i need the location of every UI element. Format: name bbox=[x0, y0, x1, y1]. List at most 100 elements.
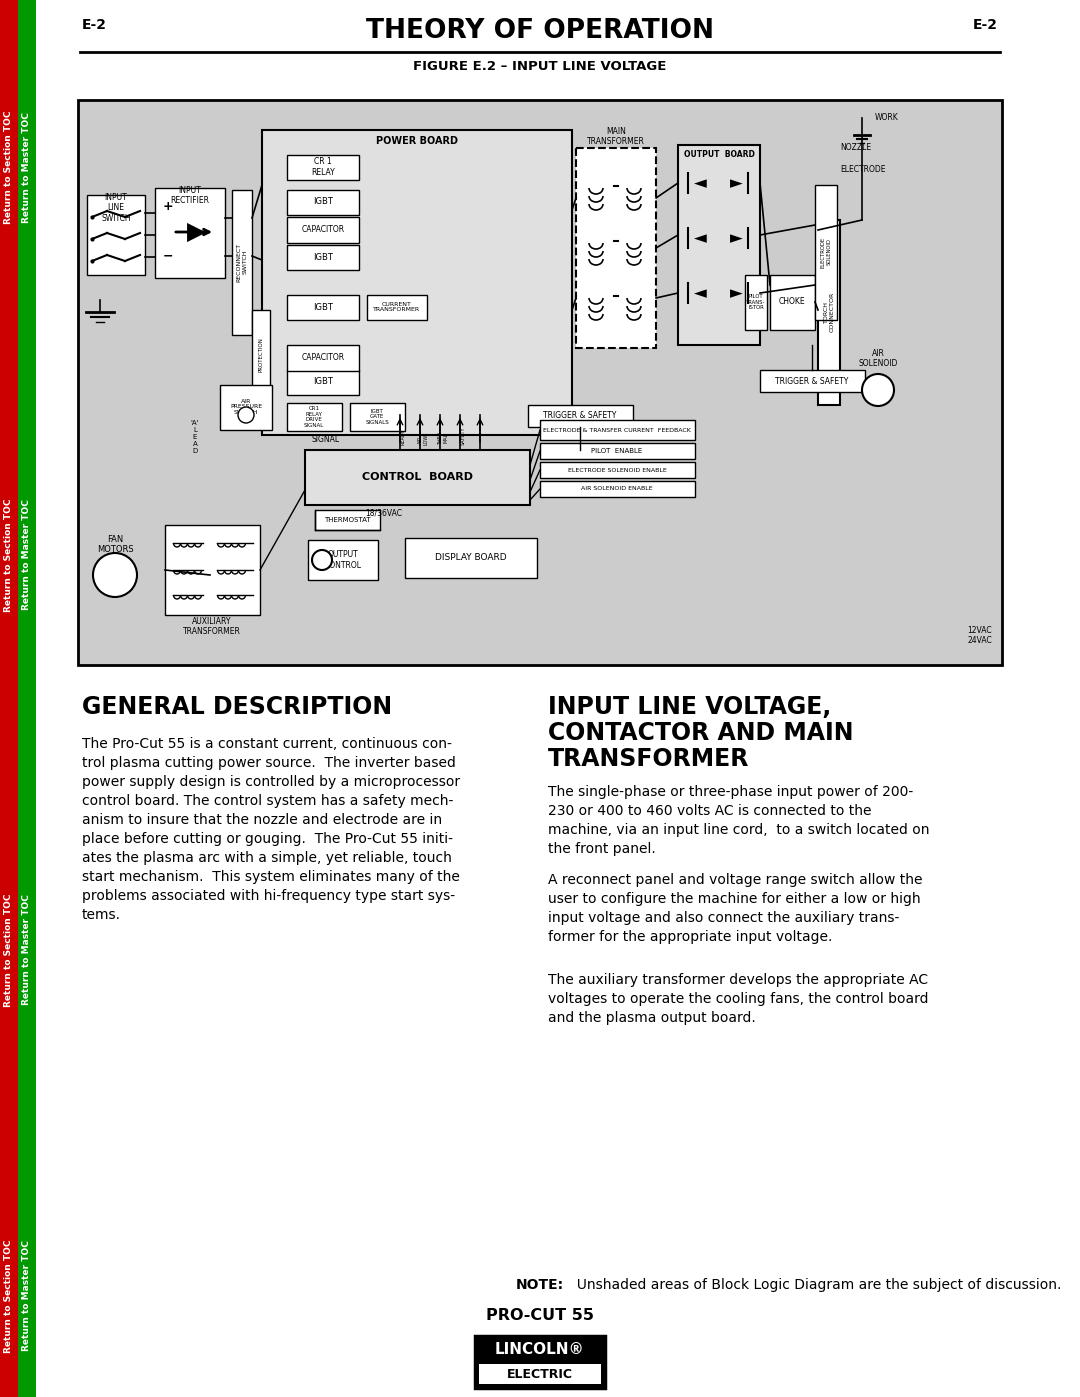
Text: CONTACTOR AND MAIN: CONTACTOR AND MAIN bbox=[548, 721, 853, 745]
Text: Return to Master TOC: Return to Master TOC bbox=[23, 894, 31, 1006]
Text: PILOT
TRANS-
ISTOR: PILOT TRANS- ISTOR bbox=[746, 293, 766, 310]
Text: NOTE:: NOTE: bbox=[516, 1278, 564, 1292]
Text: 24VAC: 24VAC bbox=[968, 636, 993, 645]
Text: PRO-CUT 55: PRO-CUT 55 bbox=[486, 1308, 594, 1323]
Text: 12VAC: 12VAC bbox=[968, 626, 993, 636]
Bar bbox=[770, 275, 815, 330]
Text: INPUT LINE VOLTAGE,: INPUT LINE VOLTAGE, bbox=[548, 694, 832, 719]
Text: MAIN
TRANSFORMER: MAIN TRANSFORMER bbox=[588, 127, 645, 147]
Circle shape bbox=[862, 374, 894, 407]
Bar bbox=[287, 244, 359, 270]
Text: SAFETY: SAFETY bbox=[460, 426, 465, 446]
Text: ELECTRODE & TRANSFER CURRENT  FEEDBACK: ELECTRODE & TRANSFER CURRENT FEEDBACK bbox=[543, 427, 691, 433]
Text: ►: ► bbox=[730, 175, 742, 191]
Text: 18/36VAC: 18/36VAC bbox=[365, 509, 402, 517]
Text: CAPACITOR: CAPACITOR bbox=[301, 353, 345, 362]
Text: A reconnect panel and voltage range switch allow the
user to configure the machi: A reconnect panel and voltage range swit… bbox=[548, 873, 922, 944]
Text: ELECTRODE: ELECTRODE bbox=[840, 165, 886, 175]
Text: E-2: E-2 bbox=[82, 18, 107, 32]
Bar bbox=[165, 525, 260, 615]
Text: THEORY OF OPERATION: THEORY OF OPERATION bbox=[366, 18, 714, 43]
Text: LINCOLN®: LINCOLN® bbox=[495, 1341, 585, 1356]
Bar bbox=[315, 510, 380, 529]
Text: RECONNECT
SWITCH: RECONNECT SWITCH bbox=[237, 243, 247, 282]
Text: Return to Section TOC: Return to Section TOC bbox=[4, 893, 14, 1007]
Circle shape bbox=[93, 553, 137, 597]
Text: NOZZLE: NOZZLE bbox=[840, 144, 872, 152]
Bar bbox=[475, 1336, 605, 1389]
Bar bbox=[540, 443, 696, 460]
Text: IGBT
GATE
SIGNALS: IGBT GATE SIGNALS bbox=[365, 409, 389, 425]
Bar bbox=[540, 462, 696, 478]
Bar bbox=[87, 196, 145, 275]
Bar bbox=[287, 345, 359, 372]
Bar bbox=[405, 538, 537, 578]
Text: READY: READY bbox=[401, 429, 405, 446]
Text: THER-
MAL: THER- MAL bbox=[437, 430, 448, 446]
Text: TRIGGER & SAFETY: TRIGGER & SAFETY bbox=[543, 412, 617, 420]
Bar bbox=[220, 386, 272, 430]
Text: AIR
LOW: AIR LOW bbox=[418, 433, 429, 446]
Text: E-2: E-2 bbox=[973, 18, 998, 32]
Text: Return to Section TOC: Return to Section TOC bbox=[4, 499, 14, 612]
Bar bbox=[287, 217, 359, 243]
Circle shape bbox=[312, 550, 332, 570]
Text: INPUT
LINE
SWITCH: INPUT LINE SWITCH bbox=[102, 193, 131, 222]
Text: INPUT
RECTIFIER: INPUT RECTIFIER bbox=[171, 186, 210, 205]
Bar bbox=[287, 295, 359, 320]
Text: TRANSFORMER: TRANSFORMER bbox=[548, 747, 750, 771]
Text: ELECTRODE
SOLENOID: ELECTRODE SOLENOID bbox=[821, 236, 832, 268]
Text: ◄: ◄ bbox=[693, 284, 706, 302]
Text: THERMOSTAT: THERMOSTAT bbox=[324, 517, 370, 522]
Text: FIGURE E.2 – INPUT LINE VOLTAGE: FIGURE E.2 – INPUT LINE VOLTAGE bbox=[414, 60, 666, 73]
Text: DISPLAY BOARD: DISPLAY BOARD bbox=[435, 553, 507, 563]
Text: SIGNAL: SIGNAL bbox=[312, 434, 340, 444]
Text: IGBT: IGBT bbox=[313, 253, 333, 261]
Text: +: + bbox=[163, 200, 174, 212]
Text: ELECTRIC: ELECTRIC bbox=[507, 1369, 573, 1382]
Bar bbox=[232, 190, 252, 335]
Text: 'A'
L
E
A
D: 'A' L E A D bbox=[191, 420, 199, 454]
Text: The auxiliary transformer develops the appropriate AC
voltages to operate the co: The auxiliary transformer develops the a… bbox=[548, 972, 929, 1025]
Text: TORCH
CONNECTOR: TORCH CONNECTOR bbox=[824, 292, 835, 332]
Text: The single-phase or three-phase input power of 200-
230 or 400 to 460 volts AC i: The single-phase or three-phase input po… bbox=[548, 785, 930, 856]
Bar bbox=[480, 1363, 600, 1384]
Bar bbox=[287, 155, 359, 180]
Text: ELECTRODE SOLENOID ENABLE: ELECTRODE SOLENOID ENABLE bbox=[568, 468, 666, 472]
Bar bbox=[0, 0, 18, 1397]
Text: AIR
PRESSURE
SWITCH: AIR PRESSURE SWITCH bbox=[230, 398, 262, 415]
Bar bbox=[540, 481, 696, 497]
Text: CR1
RELAY
DRIVE
SIGNAL: CR1 RELAY DRIVE SIGNAL bbox=[303, 405, 324, 429]
Bar bbox=[760, 370, 865, 393]
Bar bbox=[576, 148, 656, 348]
Text: FAN
MOTORS: FAN MOTORS bbox=[97, 535, 133, 555]
Text: Return to Master TOC: Return to Master TOC bbox=[23, 500, 31, 610]
Text: Unshaded areas of Block Logic Diagram are the subject of discussion.: Unshaded areas of Block Logic Diagram ar… bbox=[568, 1278, 1062, 1292]
Bar bbox=[252, 310, 270, 400]
Text: −: − bbox=[163, 250, 174, 263]
Text: The Pro-Cut 55 is a constant current, continuous con-
trol plasma cutting power : The Pro-Cut 55 is a constant current, co… bbox=[82, 738, 460, 922]
Bar bbox=[367, 295, 427, 320]
Bar bbox=[745, 275, 767, 330]
Text: ►: ► bbox=[730, 284, 742, 302]
Text: GENERAL DESCRIPTION: GENERAL DESCRIPTION bbox=[82, 694, 392, 719]
Bar bbox=[678, 145, 760, 345]
Text: WORK: WORK bbox=[875, 113, 899, 122]
Text: PROTECTION: PROTECTION bbox=[258, 338, 264, 373]
Bar bbox=[18, 0, 36, 1397]
Text: CURRENT
TRANSFORMER: CURRENT TRANSFORMER bbox=[374, 302, 420, 313]
Text: CR 1
RELAY: CR 1 RELAY bbox=[311, 158, 335, 176]
Text: Return to Master TOC: Return to Master TOC bbox=[23, 1241, 31, 1351]
Text: Return to Section TOC: Return to Section TOC bbox=[4, 1239, 14, 1352]
Text: CHOKE: CHOKE bbox=[779, 298, 806, 306]
Bar bbox=[815, 184, 837, 320]
Text: OUTPUT
CONTROL: OUTPUT CONTROL bbox=[324, 550, 362, 570]
Text: Return to Master TOC: Return to Master TOC bbox=[23, 112, 31, 224]
Bar bbox=[540, 420, 696, 440]
Text: Return to Section TOC: Return to Section TOC bbox=[4, 110, 14, 225]
Bar bbox=[350, 402, 405, 432]
Text: AIR
SOLENOID: AIR SOLENOID bbox=[859, 349, 897, 367]
Text: POWER BOARD: POWER BOARD bbox=[376, 136, 458, 147]
Bar bbox=[287, 370, 359, 395]
Text: IGBT: IGBT bbox=[313, 303, 333, 312]
